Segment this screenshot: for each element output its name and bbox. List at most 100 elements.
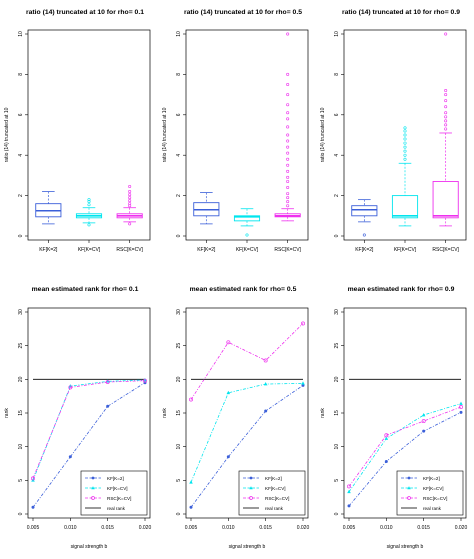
- y-tick-label: 20: [176, 376, 182, 382]
- legend-marker: [91, 486, 95, 490]
- outlier-point: [286, 72, 290, 76]
- data-point: [421, 413, 426, 417]
- outlier-point: [286, 83, 290, 87]
- outlier-point: [403, 129, 407, 133]
- x-tick-label: RSC[K=CV]: [116, 247, 143, 253]
- y-tick-label: 10: [18, 444, 24, 450]
- y-axis-label: rank: [320, 408, 326, 418]
- outlier-point: [128, 204, 132, 208]
- outlier-point: [444, 105, 448, 109]
- y-tick-label: 5: [176, 479, 182, 482]
- legend-label: RSC[K=CV]: [107, 496, 131, 501]
- data-point: [226, 340, 231, 345]
- data-point: [105, 380, 110, 384]
- y-tick-label: 30: [334, 309, 340, 315]
- legend-label: KF[K=2]: [107, 476, 124, 481]
- box-body: [351, 205, 378, 217]
- outlier-point: [286, 32, 290, 36]
- x-tick-label: RSC[K=CV]: [432, 247, 459, 253]
- y-tick-label: 2: [334, 194, 340, 197]
- x-tick-label: 0.015: [259, 525, 272, 531]
- legend-marker: [249, 476, 253, 480]
- outlier-point: [403, 149, 407, 153]
- panel-4: mean estimated rank for rho= 0.1 0 5 10 15 20…: [4, 286, 151, 550]
- legend-marker: [91, 496, 95, 500]
- panel-title: ratio (14) truncated at 10 for rho= 0.5: [184, 9, 302, 16]
- outlier-point: [87, 198, 91, 202]
- outlier-point: [444, 127, 448, 131]
- x-tick-label: 0.020: [455, 525, 468, 531]
- y-tick-label: 0: [18, 234, 24, 237]
- outlier-point: [286, 139, 290, 143]
- data-point: [347, 504, 351, 508]
- series-line: [348, 411, 462, 507]
- outlier-point: [128, 222, 132, 226]
- data-point: [106, 404, 110, 408]
- x-tick-label: 0.020: [139, 525, 152, 531]
- y-tick-label: 4: [334, 154, 340, 157]
- series-line: [190, 385, 304, 508]
- outlier-point: [286, 192, 290, 196]
- y-axis-label: ratio (14) truncated at 10: [320, 107, 326, 162]
- x-tick-label: KF[K=2]: [355, 247, 374, 253]
- outlier-point: [87, 203, 91, 207]
- y-tick-label: 8: [176, 73, 182, 76]
- outlier-point: [286, 163, 290, 167]
- y-tick-label: 2: [18, 194, 24, 197]
- legend-label: KF[K=CV]: [107, 486, 128, 491]
- x-tick-label: KF[K=CV]: [236, 247, 259, 253]
- outlier-point: [403, 153, 407, 157]
- legend-label: real rank: [107, 506, 126, 511]
- x-tick-label: 0.010: [380, 525, 393, 531]
- y-tick-label: 0: [176, 512, 182, 515]
- x-tick-label: 0.010: [222, 525, 235, 531]
- legend-marker: [249, 486, 253, 490]
- x-axis-label: signal strength b: [387, 544, 424, 550]
- outlier-point: [403, 141, 407, 145]
- legend-label: real rank: [265, 506, 284, 511]
- outlier-point: [403, 133, 407, 137]
- y-tick-label: 10: [176, 31, 182, 37]
- series-2: [189, 381, 305, 484]
- outlier-point: [444, 93, 448, 97]
- outlier-point: [286, 196, 290, 200]
- panel-1: ratio (14) truncated at 10 for rho= 0.1 0…: [4, 9, 151, 253]
- data-point: [459, 404, 463, 409]
- y-tick-label: 6: [18, 113, 24, 116]
- y-axis-label: rank: [4, 408, 10, 418]
- y-tick-label: 2: [176, 194, 182, 197]
- x-tick-label: 0.010: [64, 525, 77, 531]
- y-axis-label: ratio (14) truncated at 10: [4, 107, 10, 162]
- legend-marker: [407, 476, 411, 480]
- legend-label: KF[K=2]: [265, 476, 282, 481]
- outlier-point: [286, 125, 290, 129]
- y-tick-label: 25: [176, 343, 182, 349]
- outlier-point: [286, 179, 290, 183]
- legend-label: KF[K=CV]: [265, 486, 286, 491]
- outlier-point: [403, 126, 407, 130]
- y-tick-label: 15: [176, 410, 182, 416]
- y-tick-label: 15: [18, 410, 24, 416]
- outlier-point: [87, 223, 91, 227]
- panel-6: mean estimated rank for rho= 0.9 0 5 10 15 20…: [320, 286, 467, 550]
- data-point: [68, 455, 72, 459]
- y-tick-label: 5: [334, 479, 340, 482]
- panel-2: ratio (14) truncated at 10 for rho= 0.5 0…: [162, 9, 309, 253]
- data-point: [189, 505, 193, 509]
- data-point: [143, 378, 147, 383]
- legend-marker: [249, 496, 253, 500]
- y-axis-label: rank: [162, 408, 168, 418]
- data-point: [31, 476, 35, 481]
- series-1: [347, 410, 463, 508]
- y-tick-label: 20: [18, 376, 24, 382]
- series-line: [32, 379, 146, 481]
- series-3: [189, 321, 305, 402]
- y-tick-label: 10: [18, 31, 24, 37]
- y-tick-label: 8: [18, 73, 24, 76]
- legend-label: KF[K=2]: [423, 476, 440, 481]
- data-point: [422, 429, 426, 433]
- box-1: [35, 191, 62, 225]
- outlier-point: [286, 133, 290, 137]
